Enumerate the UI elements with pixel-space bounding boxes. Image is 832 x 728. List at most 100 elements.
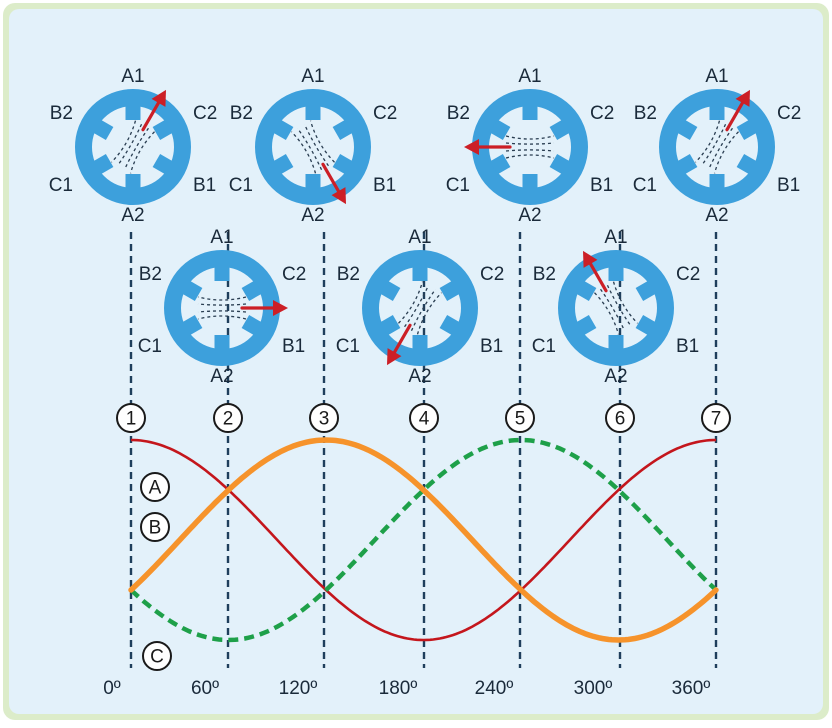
stator-pole bbox=[608, 335, 624, 350]
field-lines bbox=[594, 281, 638, 335]
field-line bbox=[309, 120, 335, 163]
stator-pole bbox=[412, 266, 428, 281]
motor-cross-sections: A1 A2 B2 C2 C1 B1 A1 A2 B2 C2 C1 B1 A1 A2 B2 C2 C1 B1 A1 A2… bbox=[49, 66, 802, 387]
stator-pole bbox=[549, 154, 571, 175]
field-line bbox=[695, 120, 721, 163]
pole-label-lower-right: B1 bbox=[193, 175, 216, 196]
pole-label-bottom: A2 bbox=[121, 205, 144, 226]
phase-b-curve bbox=[128, 437, 719, 643]
pole-label-lower-left: C1 bbox=[532, 336, 556, 357]
angle-axis-labels: 0º 60º 120º 180º 240º 300º 360º bbox=[103, 678, 710, 699]
pole-label-lower-right: B1 bbox=[676, 336, 699, 357]
step-marker-number: 4 bbox=[419, 409, 430, 430]
stator-pole bbox=[676, 119, 698, 140]
field-line bbox=[713, 131, 739, 174]
stator-ring bbox=[558, 250, 674, 366]
angle-label-4: 240º bbox=[475, 678, 514, 699]
pole-label-lower-right: B1 bbox=[282, 336, 305, 357]
pole-label-bottom: A2 bbox=[705, 205, 728, 226]
stator-pole bbox=[439, 280, 461, 301]
rotor-field-arrow bbox=[141, 89, 166, 132]
step-marker-circle bbox=[213, 403, 243, 433]
phase-label-c: C bbox=[142, 641, 172, 671]
arrow-shaft bbox=[725, 101, 745, 132]
field-line bbox=[416, 292, 442, 335]
arrow-shaft bbox=[588, 262, 608, 293]
field-line bbox=[197, 303, 247, 306]
pole-label-bottom: A2 bbox=[408, 366, 431, 387]
field-line bbox=[129, 131, 155, 174]
pole-label-lower-left: C1 bbox=[229, 175, 253, 196]
stator-ring bbox=[255, 89, 371, 205]
rotor-field-arrow bbox=[387, 323, 412, 366]
arrow-head bbox=[735, 89, 750, 107]
pole-label-lower-right: B1 bbox=[373, 175, 396, 196]
phase-label-b: B bbox=[140, 512, 170, 542]
field-line bbox=[197, 310, 247, 313]
stator-pole bbox=[736, 154, 758, 175]
arrow-shaft bbox=[141, 101, 161, 132]
step-markers: 1 2 3 4 5 6 7 bbox=[116, 403, 731, 433]
field-line bbox=[123, 127, 149, 171]
stator-pole bbox=[214, 266, 230, 281]
motor-step-1: A1 A2 B2 C2 C1 B1 bbox=[49, 66, 218, 226]
pole-label-upper-right: C2 bbox=[373, 103, 397, 124]
step-marker-5: 5 bbox=[505, 403, 535, 433]
stator-pole bbox=[241, 315, 263, 336]
step-marker-number: 1 bbox=[126, 409, 137, 430]
stator-ring bbox=[362, 250, 478, 366]
field-line bbox=[600, 288, 626, 332]
arrow-head bbox=[464, 139, 479, 155]
pole-label-bottom: A2 bbox=[301, 205, 324, 226]
pole-label-top: A1 bbox=[705, 66, 728, 87]
phase-curves bbox=[128, 437, 719, 643]
step-marker-1: 1 bbox=[116, 403, 146, 433]
angle-label-0: 0º bbox=[103, 678, 121, 699]
pole-label-lower-left: C1 bbox=[446, 175, 470, 196]
stator-pole bbox=[549, 119, 571, 140]
field-line bbox=[111, 120, 137, 163]
stator-pole bbox=[635, 280, 657, 301]
rotor-field-arrow bbox=[725, 89, 750, 132]
arrow-head bbox=[583, 250, 598, 268]
arrow-shaft bbox=[321, 162, 341, 193]
step-marker-4: 4 bbox=[409, 403, 439, 433]
field-lines bbox=[695, 120, 739, 174]
stator-pole bbox=[92, 119, 114, 140]
field-line bbox=[707, 127, 733, 171]
phase-label-circle bbox=[140, 472, 170, 502]
field-line bbox=[197, 315, 247, 320]
angle-label-6: 360º bbox=[672, 678, 711, 699]
step-marker-circle bbox=[309, 403, 339, 433]
field-line bbox=[291, 131, 317, 174]
stator-pole bbox=[125, 105, 141, 120]
field-line bbox=[701, 123, 727, 167]
step-marker-circle bbox=[409, 403, 439, 433]
pole-label-upper-left: B2 bbox=[50, 103, 73, 124]
motor-step-3: A1 A2 B2 C2 C1 B1 bbox=[229, 66, 398, 226]
field-line bbox=[303, 123, 329, 167]
pole-label-upper-right: C2 bbox=[193, 103, 217, 124]
stator-pole bbox=[635, 315, 657, 336]
stator-pole bbox=[125, 174, 141, 189]
stator-pole bbox=[332, 154, 354, 175]
stator-pole bbox=[214, 335, 230, 350]
stator-pole bbox=[709, 105, 725, 120]
stator-pole bbox=[575, 315, 597, 336]
pole-label-upper-left: B2 bbox=[447, 103, 470, 124]
stator-pole bbox=[241, 280, 263, 301]
phase-label-circle bbox=[142, 641, 172, 671]
pole-label-upper-right: C2 bbox=[777, 103, 801, 124]
stator-pole bbox=[709, 174, 725, 189]
pole-label-top: A1 bbox=[121, 66, 144, 87]
rotor-field-arrow bbox=[240, 300, 288, 316]
motor-step-4: A1 A2 B2 C2 C1 B1 bbox=[336, 227, 505, 387]
pole-label-top: A1 bbox=[408, 227, 431, 248]
pole-label-upper-right: C2 bbox=[480, 264, 504, 285]
phase-label-text: C bbox=[150, 647, 164, 668]
stator-pole bbox=[92, 154, 114, 175]
stator-pole bbox=[676, 154, 698, 175]
field-line bbox=[505, 135, 555, 140]
step-marker-circle bbox=[116, 403, 146, 433]
